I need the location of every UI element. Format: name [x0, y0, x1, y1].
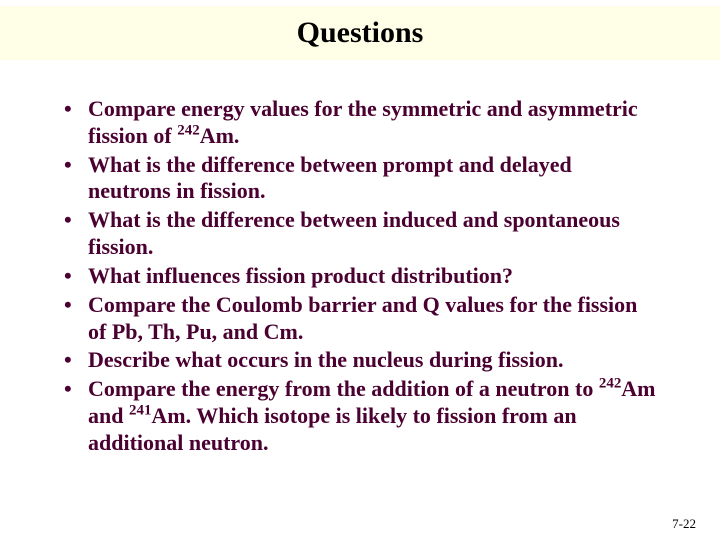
content-area: Compare energy values for the symmetric …	[0, 60, 720, 457]
bullet-item: Compare energy values for the symmetric …	[62, 96, 658, 150]
bullet-item: What influences fission product distribu…	[62, 263, 658, 290]
bullet-item: Compare the Coulomb barrier and Q values…	[62, 292, 658, 346]
bullet-list: Compare energy values for the symmetric …	[62, 96, 658, 457]
page-number: 7-22	[672, 516, 696, 532]
bullet-item: Compare the energy from the addition of …	[62, 376, 658, 456]
bullet-item: What is the difference between induced a…	[62, 207, 658, 261]
bullet-item: What is the difference between prompt an…	[62, 152, 658, 206]
slide-title: Questions	[297, 16, 424, 50]
title-band: Questions	[0, 6, 720, 60]
bullet-item: Describe what occurs in the nucleus duri…	[62, 347, 658, 374]
